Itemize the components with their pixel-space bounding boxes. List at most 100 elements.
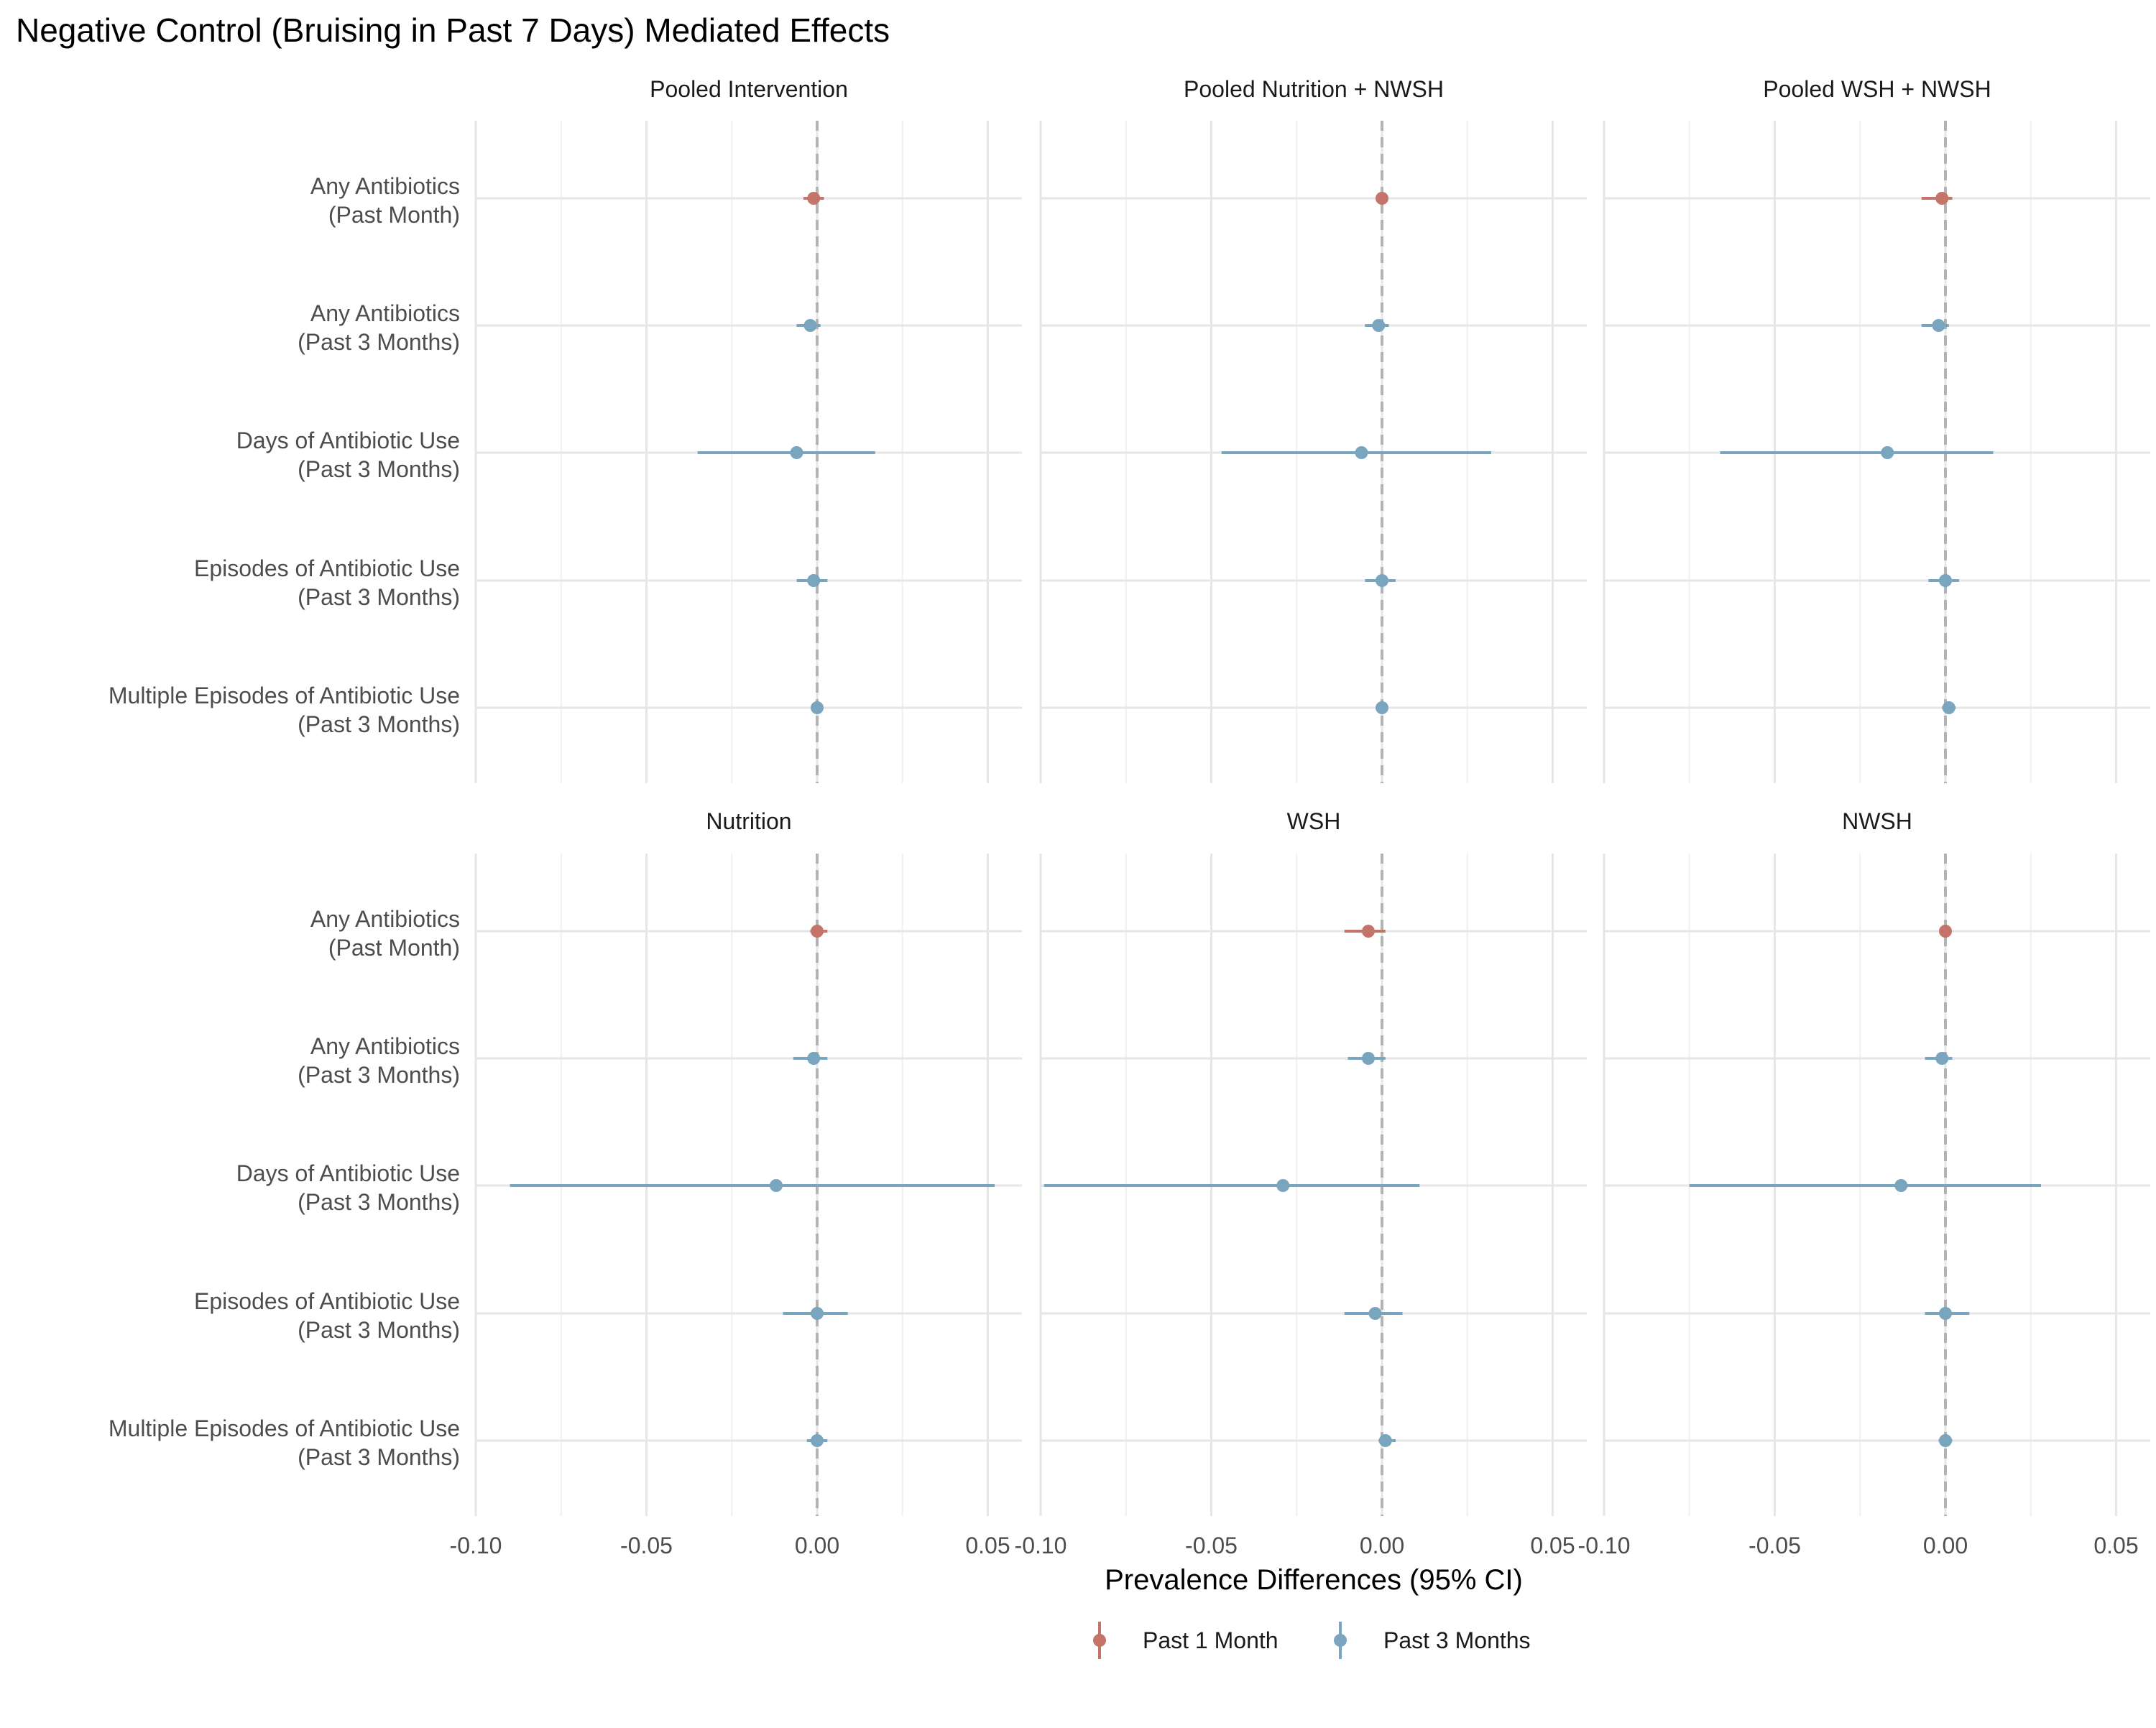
legend-item-1: Past 1 Month bbox=[1093, 1622, 1279, 1659]
point-estimate bbox=[1355, 446, 1368, 459]
point-estimate bbox=[1376, 192, 1388, 205]
x-tick-label: -0.05 bbox=[620, 1533, 673, 1558]
outcome-label: Episodes of Antibiotic Use (Past 3 Months… bbox=[194, 555, 460, 610]
panel-4: Nutrition Any Antibiotics (Past Month) Any … bbox=[109, 808, 1022, 1558]
estimate-4 bbox=[783, 1307, 848, 1320]
legend-label: Past 1 Month bbox=[1143, 1627, 1279, 1653]
estimate-5 bbox=[1376, 701, 1388, 714]
estimate-1 bbox=[1376, 192, 1388, 205]
outcome-label: Multiple Episodes of Antibiotic Use (Past… bbox=[109, 683, 460, 737]
point-estimate bbox=[1376, 701, 1388, 714]
estimate-2 bbox=[1921, 319, 1949, 332]
outcome-label: Multiple Episodes of Antibiotic Use (Past… bbox=[109, 1415, 460, 1470]
outcome-label: Days of Antibiotic Use (Past 3 Months) bbox=[236, 1160, 460, 1215]
x-tick-label: 0.00 bbox=[1360, 1533, 1404, 1558]
panel-title: Pooled Intervention bbox=[650, 76, 848, 102]
estimate-5 bbox=[806, 1434, 828, 1447]
estimate-5 bbox=[1942, 701, 1956, 714]
outcome-label: Any Antibiotics (Past Month) bbox=[310, 906, 460, 961]
estimate-1 bbox=[1939, 925, 1952, 938]
point-estimate bbox=[790, 446, 803, 459]
panel-title: WSH bbox=[1287, 808, 1341, 834]
point-estimate bbox=[1881, 446, 1894, 459]
panel-title: Pooled Nutrition + NWSH bbox=[1184, 76, 1444, 102]
point-estimate bbox=[1935, 1052, 1949, 1065]
estimate-3 bbox=[510, 1179, 995, 1192]
point-estimate bbox=[1939, 1307, 1952, 1320]
legend-label: Past 3 Months bbox=[1383, 1627, 1531, 1653]
legend: Past 1 Month Past 3 Months bbox=[1093, 1622, 1531, 1659]
point-estimate bbox=[807, 1052, 821, 1065]
point-estimate bbox=[1376, 574, 1388, 587]
panel-title: NWSH bbox=[1842, 808, 1912, 834]
x-tick-label: -0.05 bbox=[1749, 1533, 1801, 1558]
estimate-2 bbox=[1365, 319, 1389, 332]
point-estimate bbox=[811, 1434, 824, 1447]
x-tick-label: 0.00 bbox=[795, 1533, 839, 1558]
point-estimate bbox=[811, 1307, 824, 1320]
panel-2: Pooled Nutrition + NWSH bbox=[1039, 76, 1587, 783]
estimate-3 bbox=[1044, 1179, 1420, 1192]
panels: Pooled Intervention Any Antibiotics (Past … bbox=[109, 76, 2150, 1558]
x-tick-label: 0.05 bbox=[1530, 1533, 1575, 1558]
estimate-1 bbox=[803, 192, 824, 205]
outcome-label: Days of Antibiotic Use (Past 3 Months) bbox=[236, 428, 460, 482]
legend-item-2: Past 3 Months bbox=[1334, 1622, 1531, 1659]
point-estimate bbox=[1939, 1434, 1952, 1447]
point-estimate bbox=[770, 1179, 783, 1192]
panel-6: NWSH -0.10 -0.05 0.00 0.05 bbox=[1578, 808, 2150, 1558]
x-tick-label: 0.00 bbox=[1923, 1533, 1968, 1558]
estimate-4 bbox=[1928, 574, 1959, 587]
panel-title: Nutrition bbox=[706, 808, 791, 834]
panel-3: Pooled WSH + NWSH bbox=[1603, 76, 2150, 783]
outcome-label: Episodes of Antibiotic Use (Past 3 Months… bbox=[194, 1288, 460, 1343]
legend-key-point bbox=[1093, 1634, 1106, 1647]
point-estimate bbox=[811, 701, 824, 714]
estimate-4 bbox=[796, 574, 828, 587]
panel-1: Pooled Intervention Any Antibiotics (Past … bbox=[109, 76, 1022, 783]
x-tick-label: -0.10 bbox=[1578, 1533, 1631, 1558]
estimate-5 bbox=[1938, 1434, 1953, 1447]
x-tick-label: -0.05 bbox=[1185, 1533, 1238, 1558]
point-estimate bbox=[1362, 925, 1375, 938]
outcome-label: Any Antibiotics (Past 3 Months) bbox=[298, 1033, 460, 1088]
panel-5: WSH -0.10 -0.05 0.00 0.05 bbox=[1015, 808, 1587, 1558]
estimate-1 bbox=[1344, 925, 1386, 938]
x-tick-label: -0.10 bbox=[450, 1533, 502, 1558]
legend-key-point bbox=[1334, 1634, 1347, 1647]
chart-title: Negative Control (Bruising in Past 7 Day… bbox=[16, 11, 890, 49]
estimate-3 bbox=[1689, 1179, 2041, 1192]
point-estimate bbox=[811, 925, 824, 938]
point-estimate bbox=[1894, 1179, 1908, 1192]
point-estimate bbox=[807, 192, 821, 205]
point-estimate bbox=[1939, 925, 1952, 938]
point-estimate bbox=[1368, 1307, 1382, 1320]
point-estimate bbox=[1378, 1434, 1392, 1447]
point-estimate bbox=[807, 574, 821, 587]
x-axis-label: Prevalence Differences (95% CI) bbox=[1105, 1564, 1523, 1596]
point-estimate bbox=[1932, 319, 1945, 332]
outcome-label: Any Antibiotics (Past 3 Months) bbox=[298, 300, 460, 355]
point-estimate bbox=[1372, 319, 1386, 332]
estimate-3 bbox=[697, 446, 875, 459]
point-estimate bbox=[1362, 1052, 1375, 1065]
estimate-2 bbox=[1348, 1052, 1386, 1065]
estimate-4 bbox=[1365, 574, 1396, 587]
estimate-4 bbox=[1925, 1307, 1970, 1320]
point-estimate bbox=[1942, 701, 1955, 714]
panel-title: Pooled WSH + NWSH bbox=[1763, 76, 1991, 102]
estimate-5 bbox=[811, 701, 824, 714]
point-estimate bbox=[1935, 192, 1949, 205]
point-estimate bbox=[1276, 1179, 1290, 1192]
estimate-3 bbox=[1720, 446, 1994, 459]
x-tick-label: 0.05 bbox=[2093, 1533, 2138, 1558]
estimate-4 bbox=[1344, 1307, 1403, 1320]
estimate-3 bbox=[1221, 446, 1491, 459]
estimate-5 bbox=[1378, 1434, 1396, 1447]
point-estimate bbox=[803, 319, 817, 332]
estimate-2 bbox=[796, 319, 821, 332]
x-tick-label: -0.10 bbox=[1015, 1533, 1067, 1558]
